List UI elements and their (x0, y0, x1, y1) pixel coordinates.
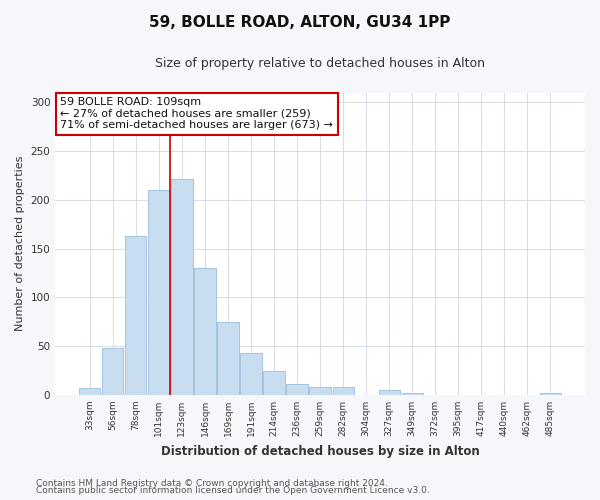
Bar (540, 393, 561, 395)
Bar (310, 387, 331, 395)
Text: Contains public sector information licensed under the Open Government Licence v3: Contains public sector information licen… (36, 486, 430, 495)
Title: Size of property relative to detached houses in Alton: Size of property relative to detached ho… (155, 58, 485, 70)
Bar (379, 390, 400, 395)
Bar (79, 388, 100, 395)
Text: 59 BOLLE ROAD: 109sqm
← 27% of detached houses are smaller (259)
71% of semi-det: 59 BOLLE ROAD: 109sqm ← 27% of detached … (61, 97, 334, 130)
Bar (194, 268, 215, 395)
Bar (102, 348, 124, 395)
Bar (286, 384, 308, 395)
Y-axis label: Number of detached properties: Number of detached properties (15, 156, 25, 332)
Bar (217, 322, 239, 395)
X-axis label: Distribution of detached houses by size in Alton: Distribution of detached houses by size … (161, 444, 479, 458)
Bar (172, 180, 193, 395)
Bar (241, 353, 262, 395)
Bar (125, 236, 146, 395)
Bar (332, 387, 353, 395)
Bar (401, 393, 423, 395)
Bar (148, 190, 170, 395)
Bar (263, 370, 284, 395)
Text: Contains HM Land Registry data © Crown copyright and database right 2024.: Contains HM Land Registry data © Crown c… (36, 478, 388, 488)
Text: 59, BOLLE ROAD, ALTON, GU34 1PP: 59, BOLLE ROAD, ALTON, GU34 1PP (149, 15, 451, 30)
